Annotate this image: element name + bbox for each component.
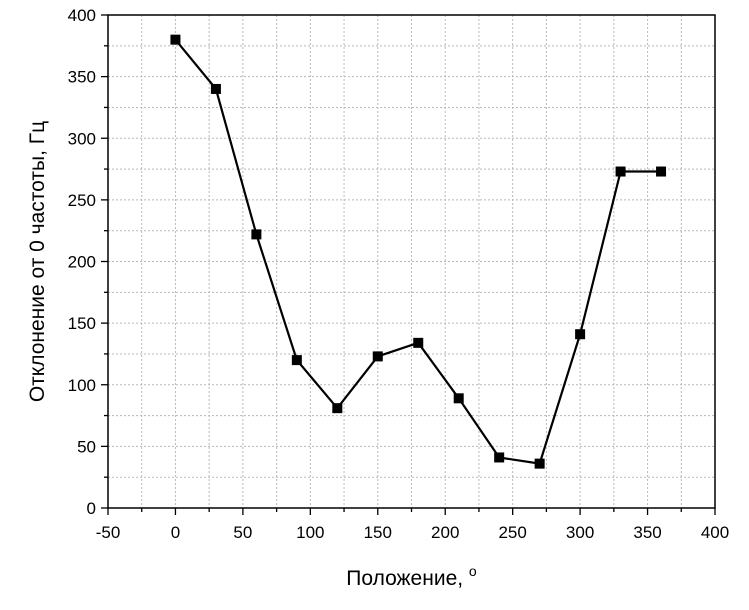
y-tick-label: 50 <box>77 437 96 456</box>
data-point <box>453 393 464 404</box>
y-tick-label: 0 <box>87 499 96 518</box>
data-point <box>413 337 424 348</box>
x-tick-label: 350 <box>633 523 661 542</box>
data-point <box>291 355 302 366</box>
x-tick-labels: -50 0 50 100 150 200 250 300 350 400 <box>96 523 729 542</box>
x-tick-label: 100 <box>296 523 324 542</box>
y-tick-label: 400 <box>68 6 96 25</box>
x-tick-label: 400 <box>701 523 729 542</box>
data-point <box>656 166 667 177</box>
data-point <box>170 34 181 45</box>
grid <box>108 15 715 508</box>
axis-ticks <box>101 14 716 515</box>
data-point <box>332 403 343 414</box>
y-tick-label: 250 <box>68 191 96 210</box>
data-point <box>494 452 505 463</box>
data-point <box>210 83 221 94</box>
x-tick-label: 300 <box>566 523 594 542</box>
data-point <box>372 351 383 362</box>
x-axis-title: Положение, o <box>346 563 477 590</box>
data-point <box>575 329 586 340</box>
data-point <box>251 229 262 240</box>
data-point <box>534 458 545 469</box>
y-tick-label: 350 <box>68 68 96 87</box>
y-tick-label: 100 <box>68 376 96 395</box>
x-tick-label: 250 <box>498 523 526 542</box>
series-line <box>174 38 662 465</box>
x-tick-label: -50 <box>96 523 121 542</box>
x-axis-title-superscript: o <box>469 563 477 579</box>
y-tick-label: 150 <box>68 314 96 333</box>
y-tick-label: 200 <box>68 253 96 272</box>
data-point <box>615 166 626 177</box>
y-tick-label: 300 <box>68 129 96 148</box>
x-tick-label: 0 <box>171 523 180 542</box>
x-tick-label: 150 <box>364 523 392 542</box>
y-tick-labels: 0 50 100 150 200 250 300 350 400 <box>68 6 96 518</box>
y-axis-title: Отклонение от 0 частоты, Гц <box>26 121 49 402</box>
x-axis-title-text: Положение, <box>346 567 469 590</box>
x-tick-label: 200 <box>431 523 459 542</box>
x-tick-label: 50 <box>233 523 252 542</box>
series <box>170 34 667 469</box>
